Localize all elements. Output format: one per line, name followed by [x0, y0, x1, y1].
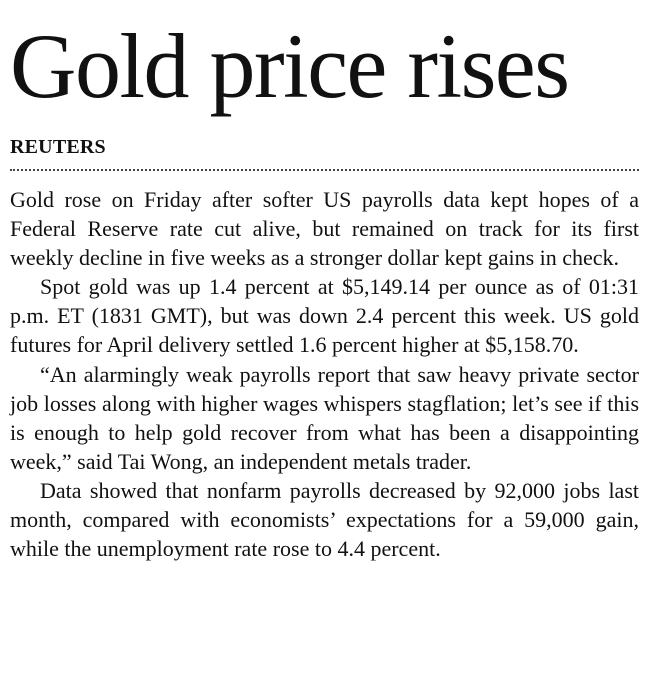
- dotted-divider: [10, 169, 639, 171]
- headline: Gold price rises: [10, 15, 570, 117]
- article-body: Gold rose on Friday after softer US payr…: [10, 185, 639, 563]
- paragraph-1: Gold rose on Friday after softer US payr…: [10, 187, 639, 271]
- paragraph-4: Data showed that nonfarm payrolls decrea…: [10, 477, 639, 562]
- paragraph-3: “An alarmingly weak payrolls report that…: [10, 361, 639, 474]
- byline: REUTERS: [10, 136, 106, 158]
- paragraph-2: Spot gold was up 1.4 percent at $5,149.1…: [10, 274, 639, 358]
